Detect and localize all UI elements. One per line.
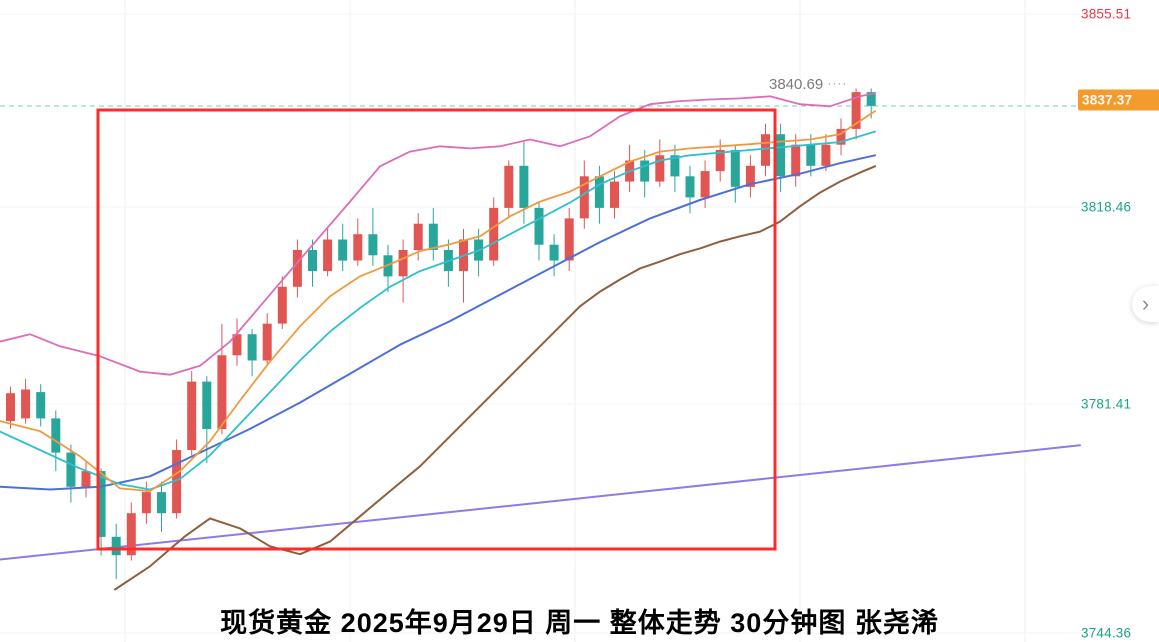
chevron-right-icon: ›	[1141, 291, 1150, 316]
ma-cyan-line	[0, 130, 876, 491]
price-callout-dots: ····	[827, 76, 848, 90]
ma-pink-line	[0, 92, 876, 376]
price-callout-value: 3840.69	[769, 76, 824, 93]
price-callout: 3840.69 ····	[769, 76, 847, 93]
price-axis-label: 3781.41	[1081, 396, 1132, 412]
chart-caption: 现货黄金 2025年9月29日 周一 整体走势 30分钟图 张尧浠	[220, 608, 939, 638]
scroll-right-button[interactable]: ›	[1132, 286, 1159, 322]
ma-blue-line	[0, 154, 876, 491]
annotation-rectangle	[96, 108, 777, 551]
ma-orange-line	[0, 110, 876, 493]
price-axis-label: 3744.36	[1081, 625, 1132, 641]
price-axis-label: 3818.46	[1081, 199, 1132, 215]
candles	[6, 88, 876, 579]
current-price-tag: 3837.37	[1078, 89, 1159, 111]
gridlines	[0, 0, 1080, 642]
price-axis-label: 3855.51	[1081, 6, 1132, 22]
